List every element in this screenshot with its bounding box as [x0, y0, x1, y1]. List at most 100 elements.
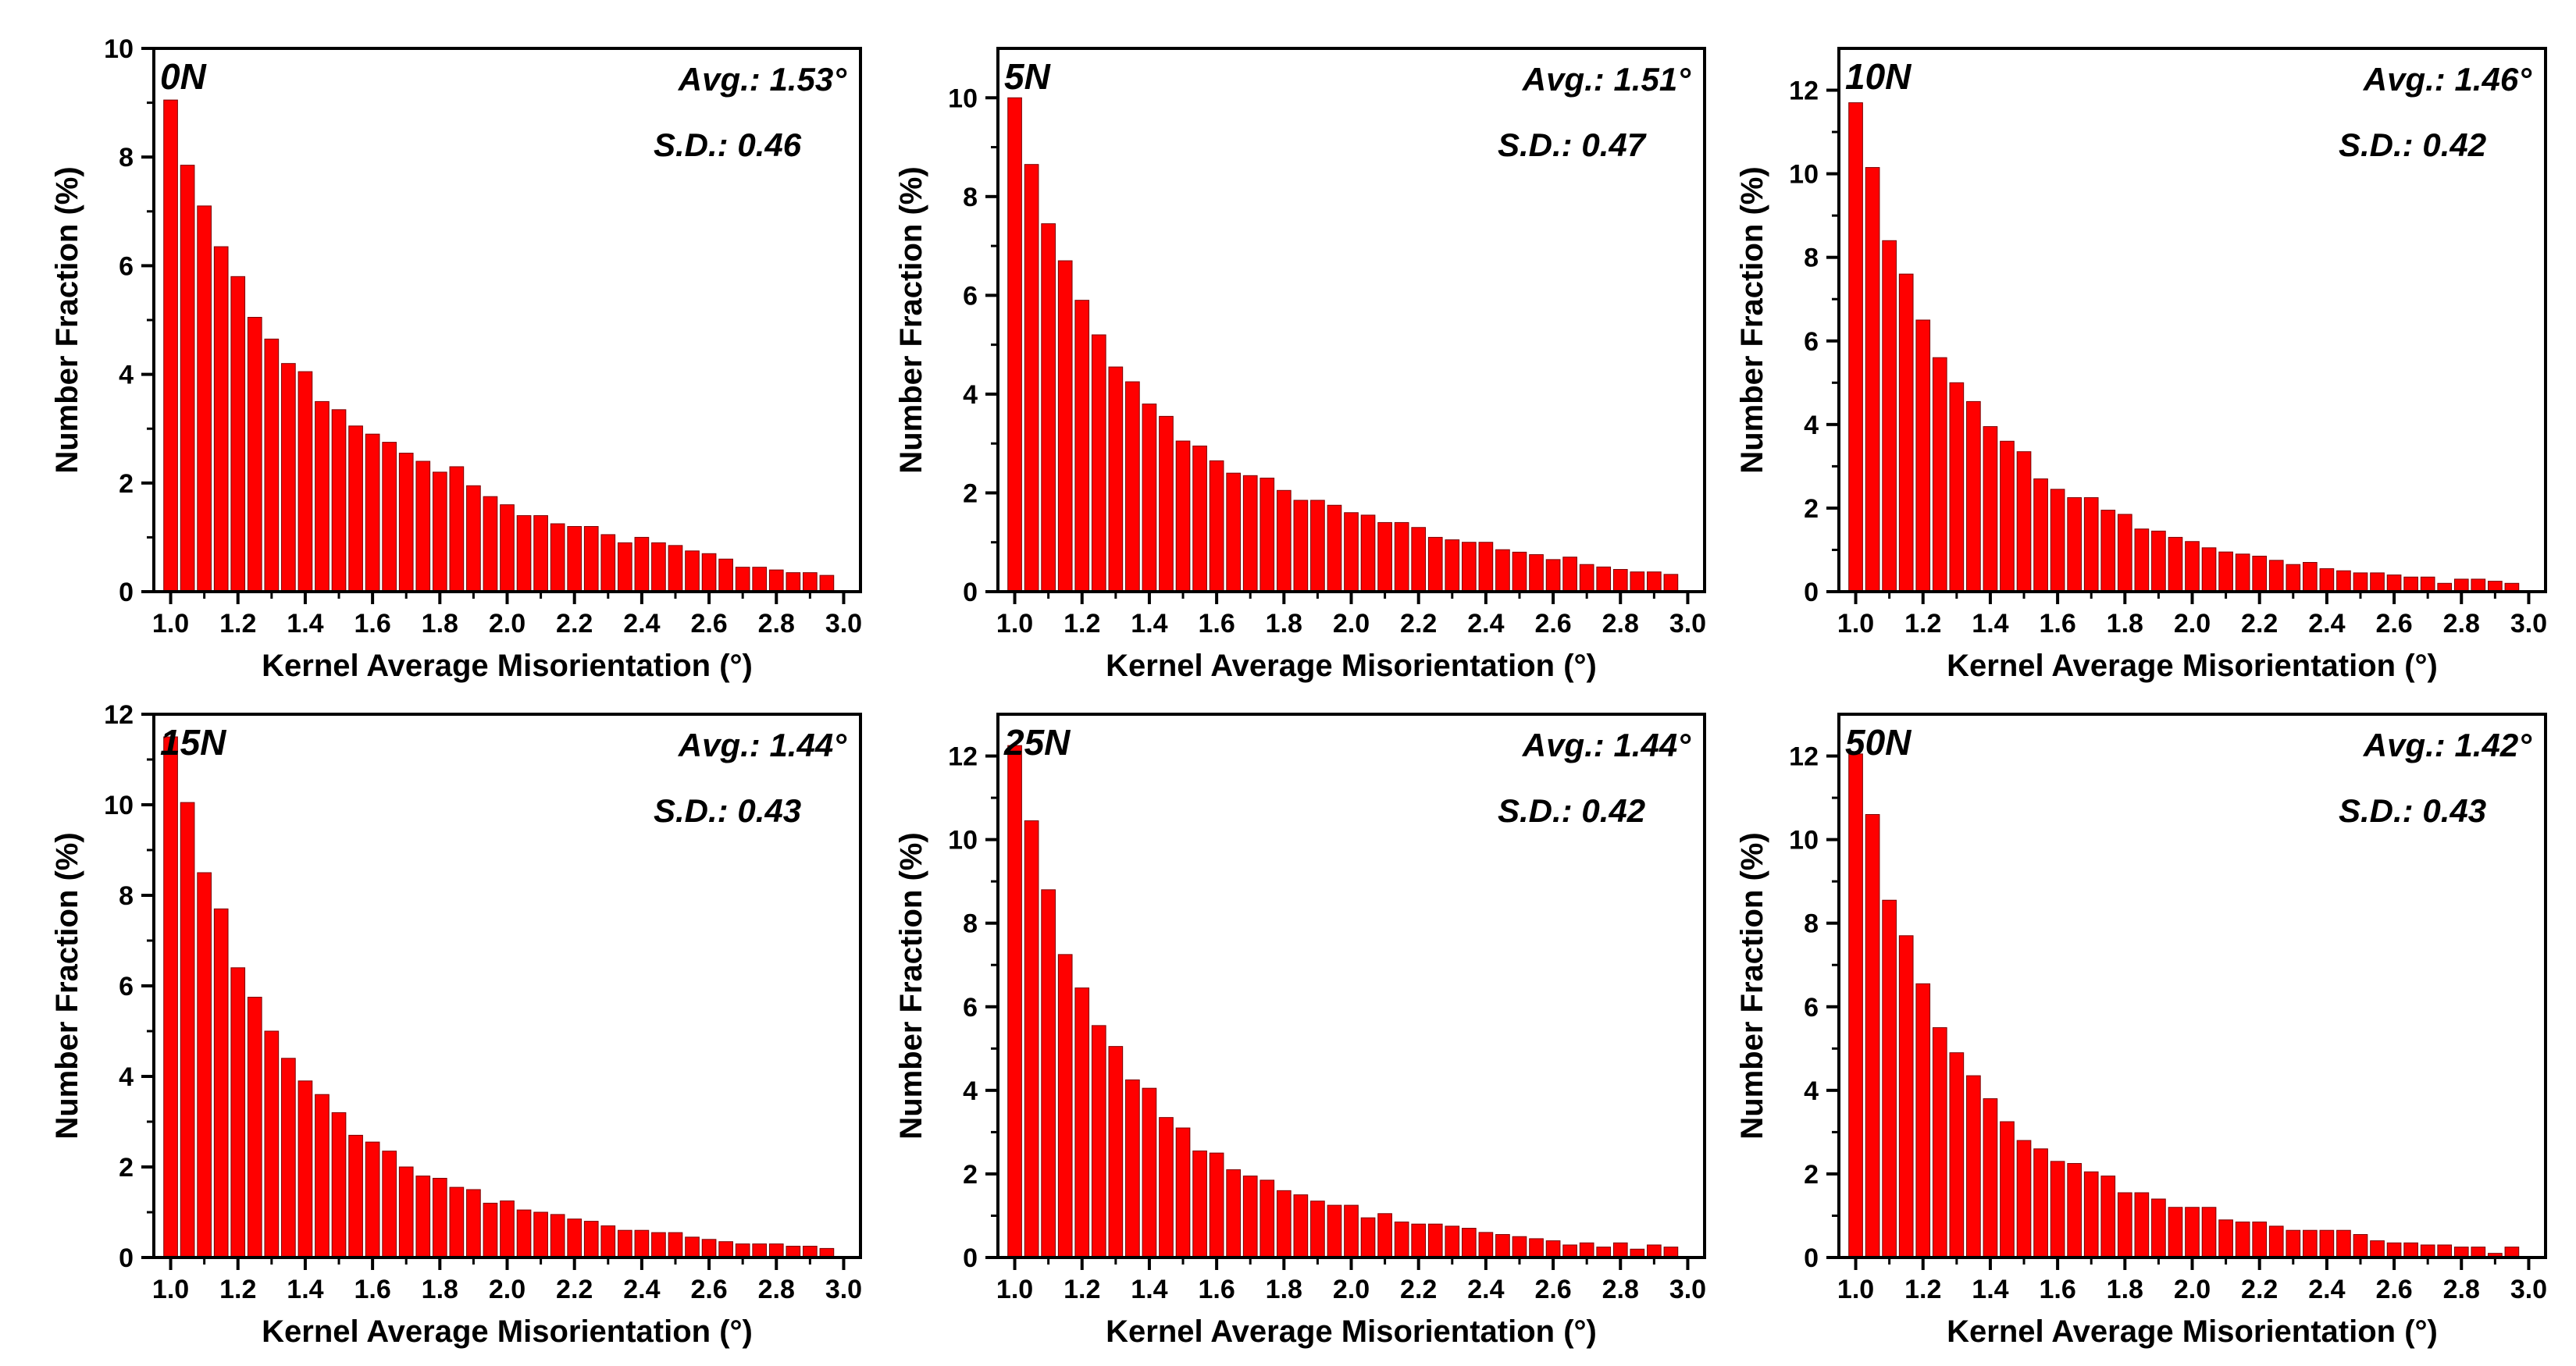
x-tick-label: 3.0 — [1669, 1275, 1706, 1304]
bar — [1394, 1221, 1409, 1258]
y-axis-label: Number Fraction (%) — [894, 832, 928, 1139]
bar — [2083, 1171, 2099, 1258]
avg-annotation: Avg.: 1.53° — [678, 61, 847, 98]
bar — [331, 409, 347, 592]
y-tick-label: 10 — [948, 826, 978, 856]
bar — [668, 545, 683, 592]
x-axis-label: Kernel Average Misorientation (°) — [262, 649, 753, 683]
y-axis-label: Number Fraction (%) — [1735, 832, 1769, 1139]
bar — [819, 575, 835, 592]
sd-annotation: S.D.: 0.43 — [2339, 792, 2486, 829]
panel-label: 5N — [1004, 56, 1051, 97]
bar — [600, 1225, 616, 1258]
bar — [1612, 569, 1628, 592]
x-tick-label: 3.0 — [1669, 609, 1706, 639]
x-tick-label: 1.2 — [1904, 609, 1941, 639]
bar — [651, 542, 666, 592]
bar — [2353, 1234, 2368, 1258]
bar — [803, 572, 818, 592]
x-axis-label: Kernel Average Misorientation (°) — [1947, 1314, 2438, 1349]
bar — [2117, 1192, 2132, 1258]
bar — [2168, 536, 2183, 592]
x-tick-label: 1.2 — [1064, 1275, 1100, 1304]
bar — [1545, 559, 1561, 592]
y-tick-label: 4 — [119, 361, 134, 390]
bar — [1478, 542, 1494, 592]
bar — [483, 1202, 498, 1258]
bar — [533, 515, 548, 592]
bar — [1495, 1234, 1510, 1258]
x-tick-label: 1.2 — [219, 1275, 256, 1304]
bar — [600, 534, 616, 592]
bar — [1663, 574, 1679, 592]
bar — [163, 736, 178, 1258]
bar — [550, 1214, 565, 1258]
bar — [1915, 983, 1931, 1258]
bar — [1579, 564, 1594, 592]
bar — [315, 1094, 330, 1258]
bar — [1007, 97, 1022, 592]
x-tick-label: 3.0 — [2510, 609, 2547, 639]
bar — [1512, 1236, 1527, 1258]
bar — [2067, 1163, 2083, 1258]
bar — [1074, 987, 1090, 1258]
bar — [2235, 1221, 2250, 1258]
bar — [264, 338, 280, 592]
bar — [500, 1201, 515, 1258]
x-tick-label: 1.4 — [1972, 1275, 2008, 1304]
y-tick-label: 4 — [119, 1062, 134, 1092]
bar — [1276, 1190, 1292, 1258]
bar — [1259, 1179, 1275, 1258]
bar — [2151, 530, 2166, 592]
bar — [2083, 497, 2099, 592]
bar — [1966, 400, 1981, 592]
bar — [2050, 1161, 2065, 1258]
panel-label: 10N — [1845, 56, 1912, 97]
bar — [2488, 581, 2503, 592]
bar — [634, 1229, 650, 1258]
x-tick-label: 2.2 — [2241, 1275, 2278, 1304]
bar — [2185, 1207, 2200, 1258]
bar — [1478, 1232, 1494, 1258]
bar — [281, 363, 296, 592]
x-tick-label: 2.8 — [2443, 1275, 2480, 1304]
x-tick-label: 1.4 — [1131, 1275, 1167, 1304]
y-tick-label: 12 — [948, 742, 978, 772]
bar — [1512, 551, 1527, 592]
bar — [230, 967, 246, 1258]
bar — [1276, 489, 1292, 592]
bar — [2134, 528, 2150, 592]
bar — [1647, 571, 1662, 592]
x-tick-label: 2.6 — [1534, 1275, 1571, 1304]
bar — [281, 1058, 296, 1258]
bar — [449, 1186, 465, 1258]
bar — [1159, 1117, 1174, 1258]
bar — [2033, 478, 2048, 592]
y-tick-label: 0 — [119, 1243, 134, 1273]
y-tick-label: 8 — [119, 881, 134, 911]
avg-annotation: Avg.: 1.44° — [1522, 727, 1691, 763]
x-tick-label: 2.4 — [623, 609, 660, 639]
x-axis-label: Kernel Average Misorientation (°) — [1106, 649, 1597, 683]
chart-panel-5: 0 2 4 6 8 10 12 1.0 1.2 1.4 1.6 1.8 2.0 2.2 2.4 2.6 2.8 3… — [1735, 713, 2547, 1349]
y-tick-label: 8 — [1804, 909, 1819, 939]
bar — [2453, 1247, 2469, 1258]
bar — [163, 99, 178, 592]
bar — [1411, 527, 1427, 592]
y-tick-label: 8 — [1804, 244, 1819, 273]
bar — [197, 872, 212, 1258]
bar — [2016, 451, 2032, 592]
y-tick-label: 12 — [1789, 76, 1819, 106]
y-axis-label: Number Fraction (%) — [50, 166, 84, 473]
bar — [415, 461, 431, 592]
y-tick-label: 10 — [1789, 160, 1819, 190]
bar — [1462, 542, 1477, 592]
bar — [1125, 1079, 1140, 1258]
bar — [1915, 319, 1931, 592]
bar — [2252, 555, 2268, 592]
bar — [768, 569, 784, 592]
bar — [567, 1218, 583, 1258]
x-tick-label: 3.0 — [825, 1275, 862, 1304]
x-tick-label: 2.2 — [556, 1275, 593, 1304]
x-tick-label: 1.4 — [1972, 609, 2008, 639]
